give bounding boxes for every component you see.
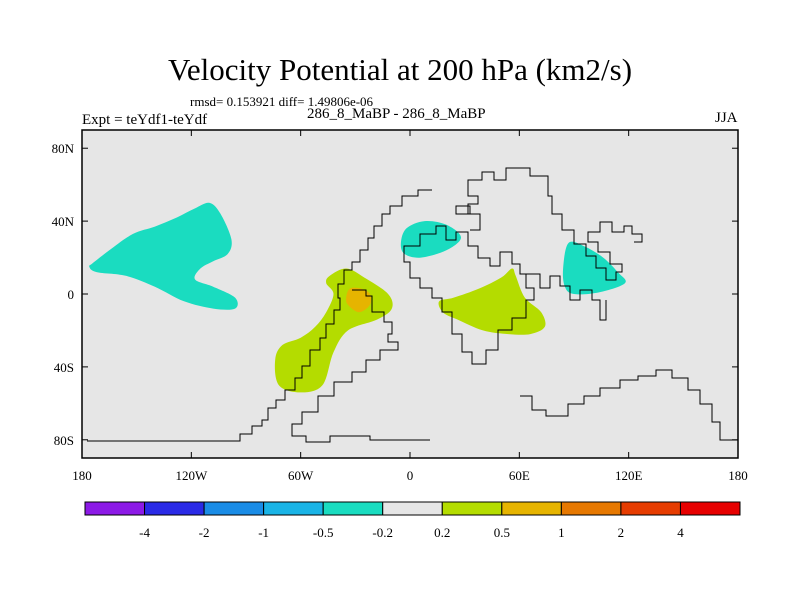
colorbar-box	[84, 501, 146, 516]
colorbar-box	[382, 501, 443, 516]
colorbar-label: 0.5	[494, 525, 510, 540]
coastline-asia-south	[520, 273, 607, 321]
contour-region-north-pacific-negative	[89, 202, 238, 310]
colorbar-box	[501, 501, 562, 516]
y-tick-label: 40N	[52, 214, 75, 229]
colorbar-label: 0.2	[434, 525, 450, 540]
coastline-africa-eurasia	[403, 225, 535, 365]
stats-label: rmsd= 0.153921 diff= 1.49806e-06	[190, 94, 374, 109]
colorbar-label: -0.5	[313, 525, 334, 540]
coastline-north-eurasia	[467, 167, 643, 281]
y-tick-label: 0	[68, 287, 75, 302]
colorbar-box	[560, 501, 622, 516]
coastline-south-america-east	[291, 289, 430, 443]
x-tick-label: 60W	[288, 468, 314, 483]
contour-region-asia-negative	[562, 241, 626, 295]
coastline-europe	[455, 205, 471, 215]
colorbar-label: 4	[677, 525, 684, 540]
x-tick-label: 60E	[509, 468, 530, 483]
colorbar-label: 1	[558, 525, 565, 540]
colorbar-box	[144, 501, 205, 516]
x-tick-label: 120W	[175, 468, 208, 483]
colorbar-box	[263, 501, 324, 516]
x-tick-label: 180	[728, 468, 748, 483]
x-tick-label: 180	[72, 468, 92, 483]
colorbar-label: -1	[258, 525, 269, 540]
colorbar-box	[441, 501, 503, 516]
colorbar-box	[679, 501, 741, 516]
colorbar-label: 2	[618, 525, 625, 540]
x-tick-label: 0	[407, 468, 414, 483]
contour-region-amazon-positive-core	[346, 287, 372, 313]
y-tick-label: 80S	[54, 433, 74, 448]
colorbar-label: -0.2	[372, 525, 393, 540]
colorbar-label: -4	[139, 525, 150, 540]
colorbar-box	[322, 501, 384, 516]
y-tick-label: 80N	[52, 141, 75, 156]
y-tick-label: 40S	[54, 360, 74, 375]
coastline-americas	[87, 189, 432, 442]
chart-title: Velocity Potential at 200 hPa (km2/s)	[167, 52, 633, 87]
colorbar-label: -2	[199, 525, 210, 540]
colorbar-box	[203, 501, 265, 516]
experiment-label: Expt = teYdf1-teYdf	[82, 112, 208, 128]
x-tick-label: 120E	[615, 468, 643, 483]
coastline-australia-antarctic	[520, 369, 738, 441]
comparison-label: 286_8_MaBP - 286_8_MaBP	[307, 106, 486, 122]
colorbar-box	[620, 501, 681, 516]
season-label: JJA	[715, 110, 738, 126]
